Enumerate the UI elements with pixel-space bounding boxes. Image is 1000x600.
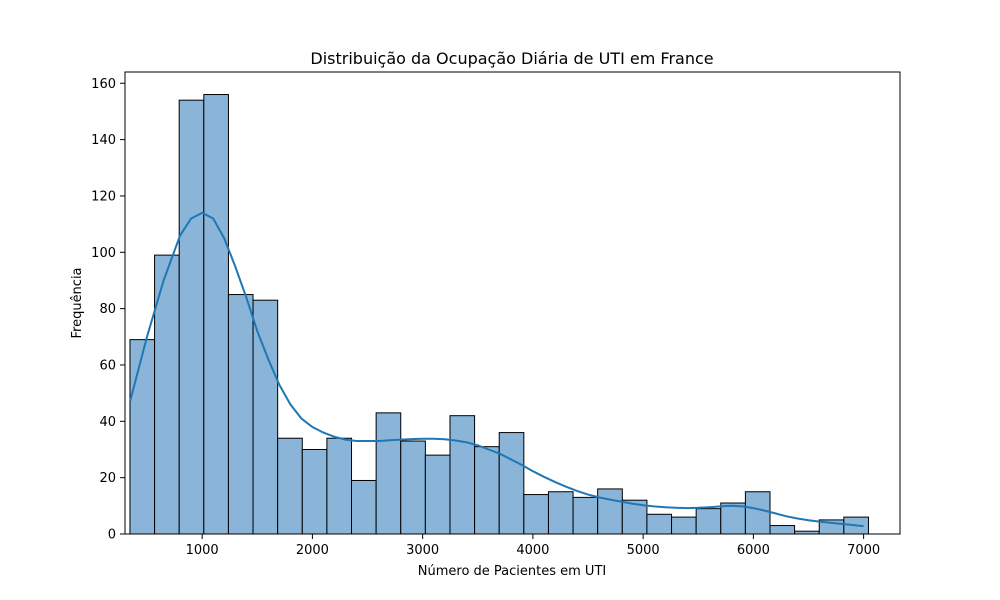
y-tick-label: 100 [91, 246, 116, 261]
histogram-bar [597, 488, 623, 535]
histogram-bar [326, 437, 353, 535]
x-tick-label: 1000 [186, 543, 219, 558]
x-tick-label: 2000 [296, 543, 329, 558]
y-tick-label: 80 [99, 302, 116, 317]
x-tick-label: 5000 [627, 543, 660, 558]
y-tick-label: 120 [91, 189, 116, 204]
chart-title: Distribuição da Ocupação Diária de UTI e… [310, 49, 713, 68]
y-tick-label: 40 [99, 415, 116, 430]
histogram-bar [769, 525, 796, 535]
y-tick-label: 0 [108, 528, 116, 543]
histogram-bar [646, 513, 673, 535]
histogram-bar [154, 254, 180, 535]
histogram-bars [129, 94, 869, 535]
histogram-bar [129, 339, 156, 535]
histogram-bar [695, 508, 722, 535]
histogram-bar [277, 437, 303, 535]
y-axis-title: Frequência [70, 267, 85, 338]
histogram-bar [720, 502, 746, 535]
x-tick-label: 3000 [406, 543, 439, 558]
histogram-bar [744, 491, 771, 535]
y-tick-label: 140 [91, 133, 116, 148]
y-axis-ticks: 0 20 40 60 80 100 120 140 160 [91, 77, 125, 543]
x-tick-label: 7000 [847, 543, 880, 558]
histogram-bar [547, 491, 574, 535]
y-tick-label: 160 [91, 77, 116, 92]
histogram-bar [178, 99, 205, 535]
kde-curve [129, 211, 864, 528]
histogram-bar [252, 299, 279, 535]
histogram-bar [227, 294, 254, 535]
plot-area-frame [124, 71, 901, 535]
histogram-bar [498, 432, 525, 535]
histogram-bar [203, 94, 229, 535]
y-tick-label: 20 [99, 471, 116, 486]
x-axis-title: Número de Pacientes em UTI [418, 564, 606, 579]
histogram-bar [671, 516, 697, 535]
histogram-bar [400, 440, 426, 535]
histogram-bar [375, 412, 402, 535]
histogram-bar [301, 448, 328, 535]
x-tick-label: 4000 [516, 543, 549, 558]
x-tick-label: 6000 [737, 543, 770, 558]
histogram-bar [351, 479, 377, 535]
histogram-bar [572, 496, 599, 535]
x-axis-ticks: 1000 2000 3000 4000 5000 6000 7000 [186, 534, 880, 558]
histogram-bar [523, 494, 549, 535]
histogram-bar [449, 415, 476, 535]
y-tick-label: 60 [99, 358, 116, 373]
histogram-bar [474, 446, 500, 535]
histogram-bar [424, 454, 451, 535]
